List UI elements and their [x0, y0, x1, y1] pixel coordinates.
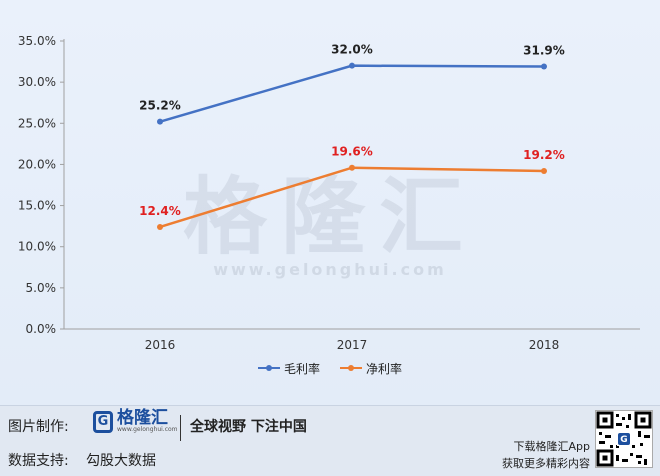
download-app-text: 下载格隆汇App [513, 440, 591, 453]
legend-item-1: 毛利率 [257, 359, 320, 377]
watermark-url: www.gelonghui.com [213, 260, 447, 279]
data-label: 32.0% [331, 43, 373, 57]
data-point [349, 62, 355, 69]
data-point [541, 63, 547, 70]
x-tick-label: 2018 [529, 338, 560, 352]
legend-label: 净利率 [366, 361, 403, 376]
legend-item-2: 净利率 [340, 359, 402, 377]
more-content-text: 获取更多精彩内容 [502, 457, 590, 470]
y-tick-label: 30.0% [18, 75, 56, 89]
legend-label: 毛利率 [283, 361, 320, 376]
data-point [157, 223, 163, 230]
legend-marker [348, 365, 354, 371]
chart-area: 格隆汇 www.gelonghui.com 0.0% 5.0% 10.0% 15.0% 20… [0, 0, 660, 405]
legend: 毛利率 净利率 [0, 359, 660, 377]
logo-url: www.gelonghui.com [117, 426, 178, 433]
logo-g-icon: G [93, 410, 113, 433]
legend-swatch [257, 365, 280, 371]
data-label: 31.9% [523, 44, 565, 58]
brand-logo: G 格隆汇 www.gelonghui.com [93, 410, 178, 433]
legend-marker [265, 365, 272, 371]
footer: 图片制作: G 格隆汇 www.gelonghui.com 全球视野 下注中国 … [0, 405, 660, 476]
legend-swatch [340, 365, 362, 371]
footer-divider [180, 415, 181, 441]
watermark-brand: 格隆汇 [183, 168, 477, 266]
logo-name: 格隆汇 [117, 408, 168, 428]
y-tick-label: 5.0% [26, 281, 57, 295]
y-tick-label: 10.0% [18, 240, 56, 254]
y-tick-label: 0.0% [26, 322, 57, 336]
data-label: 12.4% [139, 204, 181, 218]
source-name: 勾股大数据 [86, 453, 156, 469]
y-tick-label: 20.0% [18, 157, 56, 171]
data-point [541, 168, 547, 175]
slogan: 全球视野 下注中国 [190, 419, 307, 435]
data-label: 19.6% [331, 145, 373, 159]
data-point [349, 164, 355, 171]
source-label: 数据支持: [8, 453, 69, 469]
y-tick-label: 35.0% [18, 34, 56, 48]
svg-text:G: G [620, 435, 627, 445]
series-line-1 [159, 64, 545, 123]
qr-code-icon[interactable]: G [595, 410, 653, 468]
made-by-label: 图片制作: [8, 419, 69, 435]
y-tick-label: 25.0% [18, 116, 56, 130]
data-point [157, 118, 163, 125]
x-tick-label: 2016 [145, 338, 176, 352]
data-label: 19.2% [523, 148, 565, 162]
x-tick-label: 2017 [337, 338, 368, 352]
y-tick-label: 15.0% [18, 199, 56, 213]
data-label: 25.2% [139, 99, 181, 113]
